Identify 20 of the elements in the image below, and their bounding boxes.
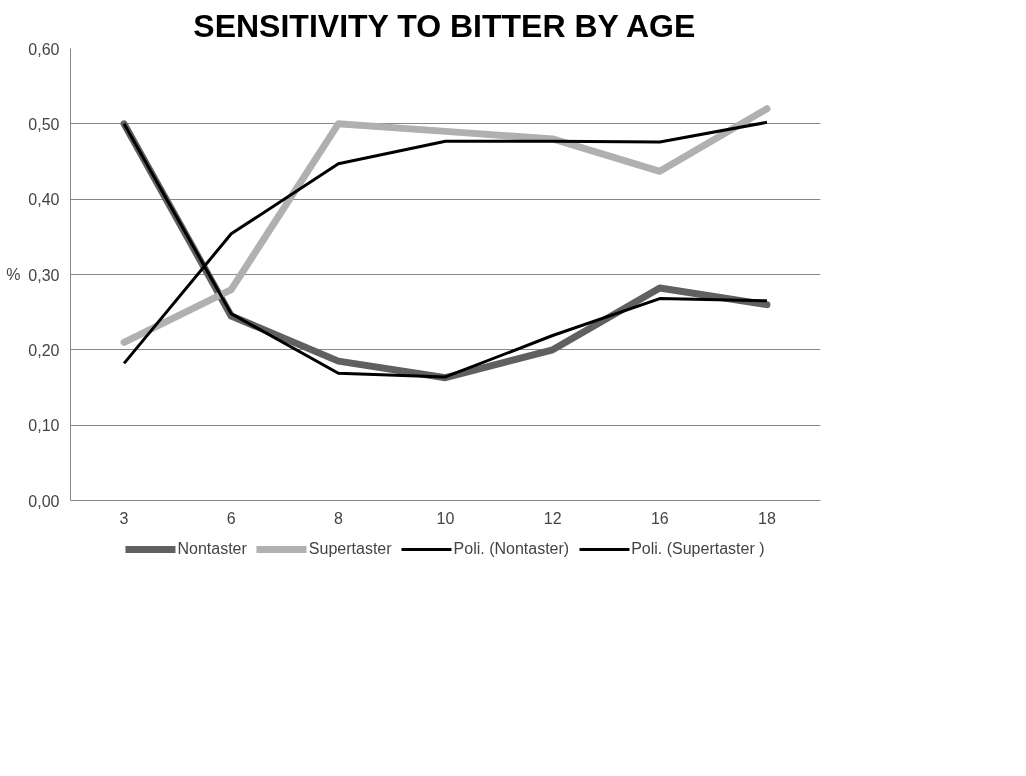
y-axis-title: % (6, 266, 21, 283)
y-tick-label: 0,30 (28, 266, 60, 284)
x-tick-label: 16 (650, 509, 669, 527)
legend-label: Supertaster (308, 540, 392, 558)
x-tick-label: 6 (226, 509, 236, 527)
x-tick-label: 10 (436, 509, 455, 527)
chart-title: SENSITIVITY TO BITTER BY AGE (193, 7, 696, 44)
y-tick-label: 0,50 (28, 115, 60, 133)
legend-label: Poli. (Nontaster) (453, 540, 570, 558)
y-tick-label: 0,10 (28, 417, 60, 435)
x-tick-label: 8 (333, 509, 343, 527)
legend-label: Nontaster (177, 540, 247, 558)
y-tick-label: 0,00 (28, 492, 60, 510)
y-tick-label: 0,40 (28, 191, 60, 209)
y-tick-label: 0,20 (28, 341, 60, 359)
x-tick-label: 18 (758, 509, 776, 527)
legend-label: Poli. (Supertaster ) (631, 540, 765, 558)
x-tick-label: 3 (119, 509, 129, 527)
y-tick-label: 0,60 (28, 40, 60, 58)
x-tick-label: 12 (543, 509, 562, 527)
